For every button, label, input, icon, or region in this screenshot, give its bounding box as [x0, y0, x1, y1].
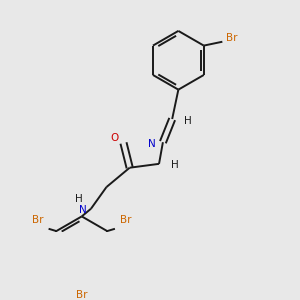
- Text: Br: Br: [32, 215, 44, 225]
- Text: H: H: [171, 160, 178, 170]
- Text: N: N: [148, 139, 156, 149]
- Text: Br: Br: [226, 33, 237, 43]
- Text: N: N: [80, 205, 87, 215]
- Text: Br: Br: [76, 290, 88, 300]
- Text: H: H: [75, 194, 83, 204]
- Text: Br: Br: [120, 215, 131, 225]
- Text: O: O: [110, 133, 118, 143]
- Text: H: H: [184, 116, 191, 126]
